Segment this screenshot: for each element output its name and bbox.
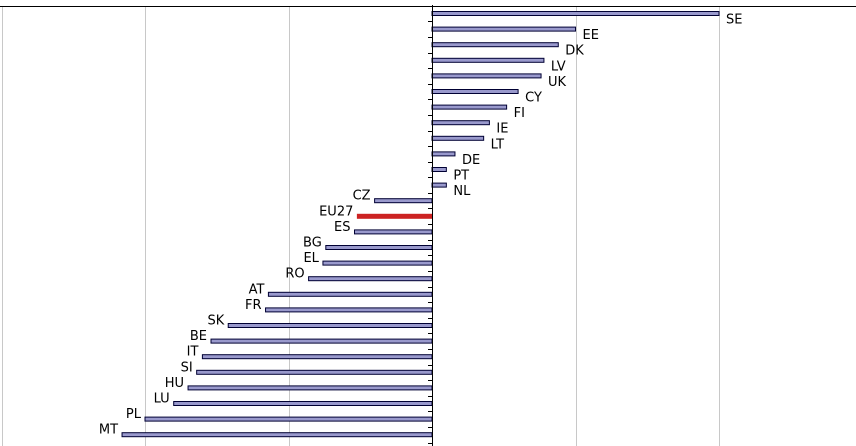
bar-lt (431, 135, 485, 141)
category-label-lt: LT (491, 137, 504, 152)
category-label-cz: CZ (353, 189, 371, 204)
category-label-lu: LU (154, 392, 170, 407)
zero-axis (428, 5, 433, 446)
category-label-mt: MT (99, 423, 118, 438)
category-label-se: SE (726, 13, 742, 28)
category-label-ee: EE (583, 28, 599, 43)
category-label-uk: UK (548, 75, 567, 90)
category-label-ie: IE (496, 122, 508, 137)
category-label-it: IT (187, 345, 199, 360)
category-label-lv: LV (551, 59, 566, 74)
category-label-hu: HU (165, 376, 184, 391)
category-label-bg: BG (303, 236, 322, 251)
category-label-ro: RO (285, 267, 304, 282)
bar-ie (431, 120, 490, 126)
bar-it (201, 354, 433, 360)
bar-pl (144, 416, 433, 422)
bar-at (267, 291, 433, 297)
bar-nl (431, 182, 447, 188)
category-label-be: BE (190, 329, 207, 344)
bar-fr (265, 307, 433, 313)
category-label-dk: DK (565, 44, 584, 59)
bar-mt (121, 432, 433, 438)
category-label-el: EL (303, 251, 319, 266)
bar-eu27 (356, 213, 433, 219)
category-label-de: DE (462, 153, 480, 168)
category-label-at: AT (249, 282, 265, 297)
category-label-si: SI (181, 360, 193, 375)
bar-se (431, 11, 720, 16)
category-label-cy: CY (525, 91, 542, 106)
bar-fi (431, 104, 508, 110)
category-label-es: ES (334, 220, 350, 235)
bar-cz (374, 198, 433, 204)
bar-uk (431, 73, 542, 79)
bar-de (431, 151, 456, 157)
category-label-pl: PL (126, 407, 142, 422)
bar-es (354, 229, 433, 235)
bar-sk (227, 323, 433, 328)
category-label-eu27: EU27 (319, 204, 353, 219)
bar-ro (308, 276, 433, 282)
category-label-pt: PT (453, 169, 469, 184)
bar-el (322, 260, 433, 266)
bar-lv (431, 57, 545, 63)
category-label-sk: SK (207, 314, 224, 329)
bar-dk (431, 42, 559, 48)
bar-bg (325, 245, 433, 250)
bar-si (196, 369, 433, 375)
bar-cy (431, 89, 519, 94)
bar-lu (173, 401, 433, 406)
bar-pt (431, 167, 447, 172)
gridlines (2, 7, 720, 446)
bar-ee (431, 26, 576, 32)
bars (121, 11, 720, 438)
bar-hu (187, 385, 433, 391)
category-label-fr: FR (245, 298, 262, 313)
category-label-nl: NL (453, 184, 471, 199)
bar-be (210, 338, 433, 344)
category-label-fi: FI (514, 106, 525, 121)
